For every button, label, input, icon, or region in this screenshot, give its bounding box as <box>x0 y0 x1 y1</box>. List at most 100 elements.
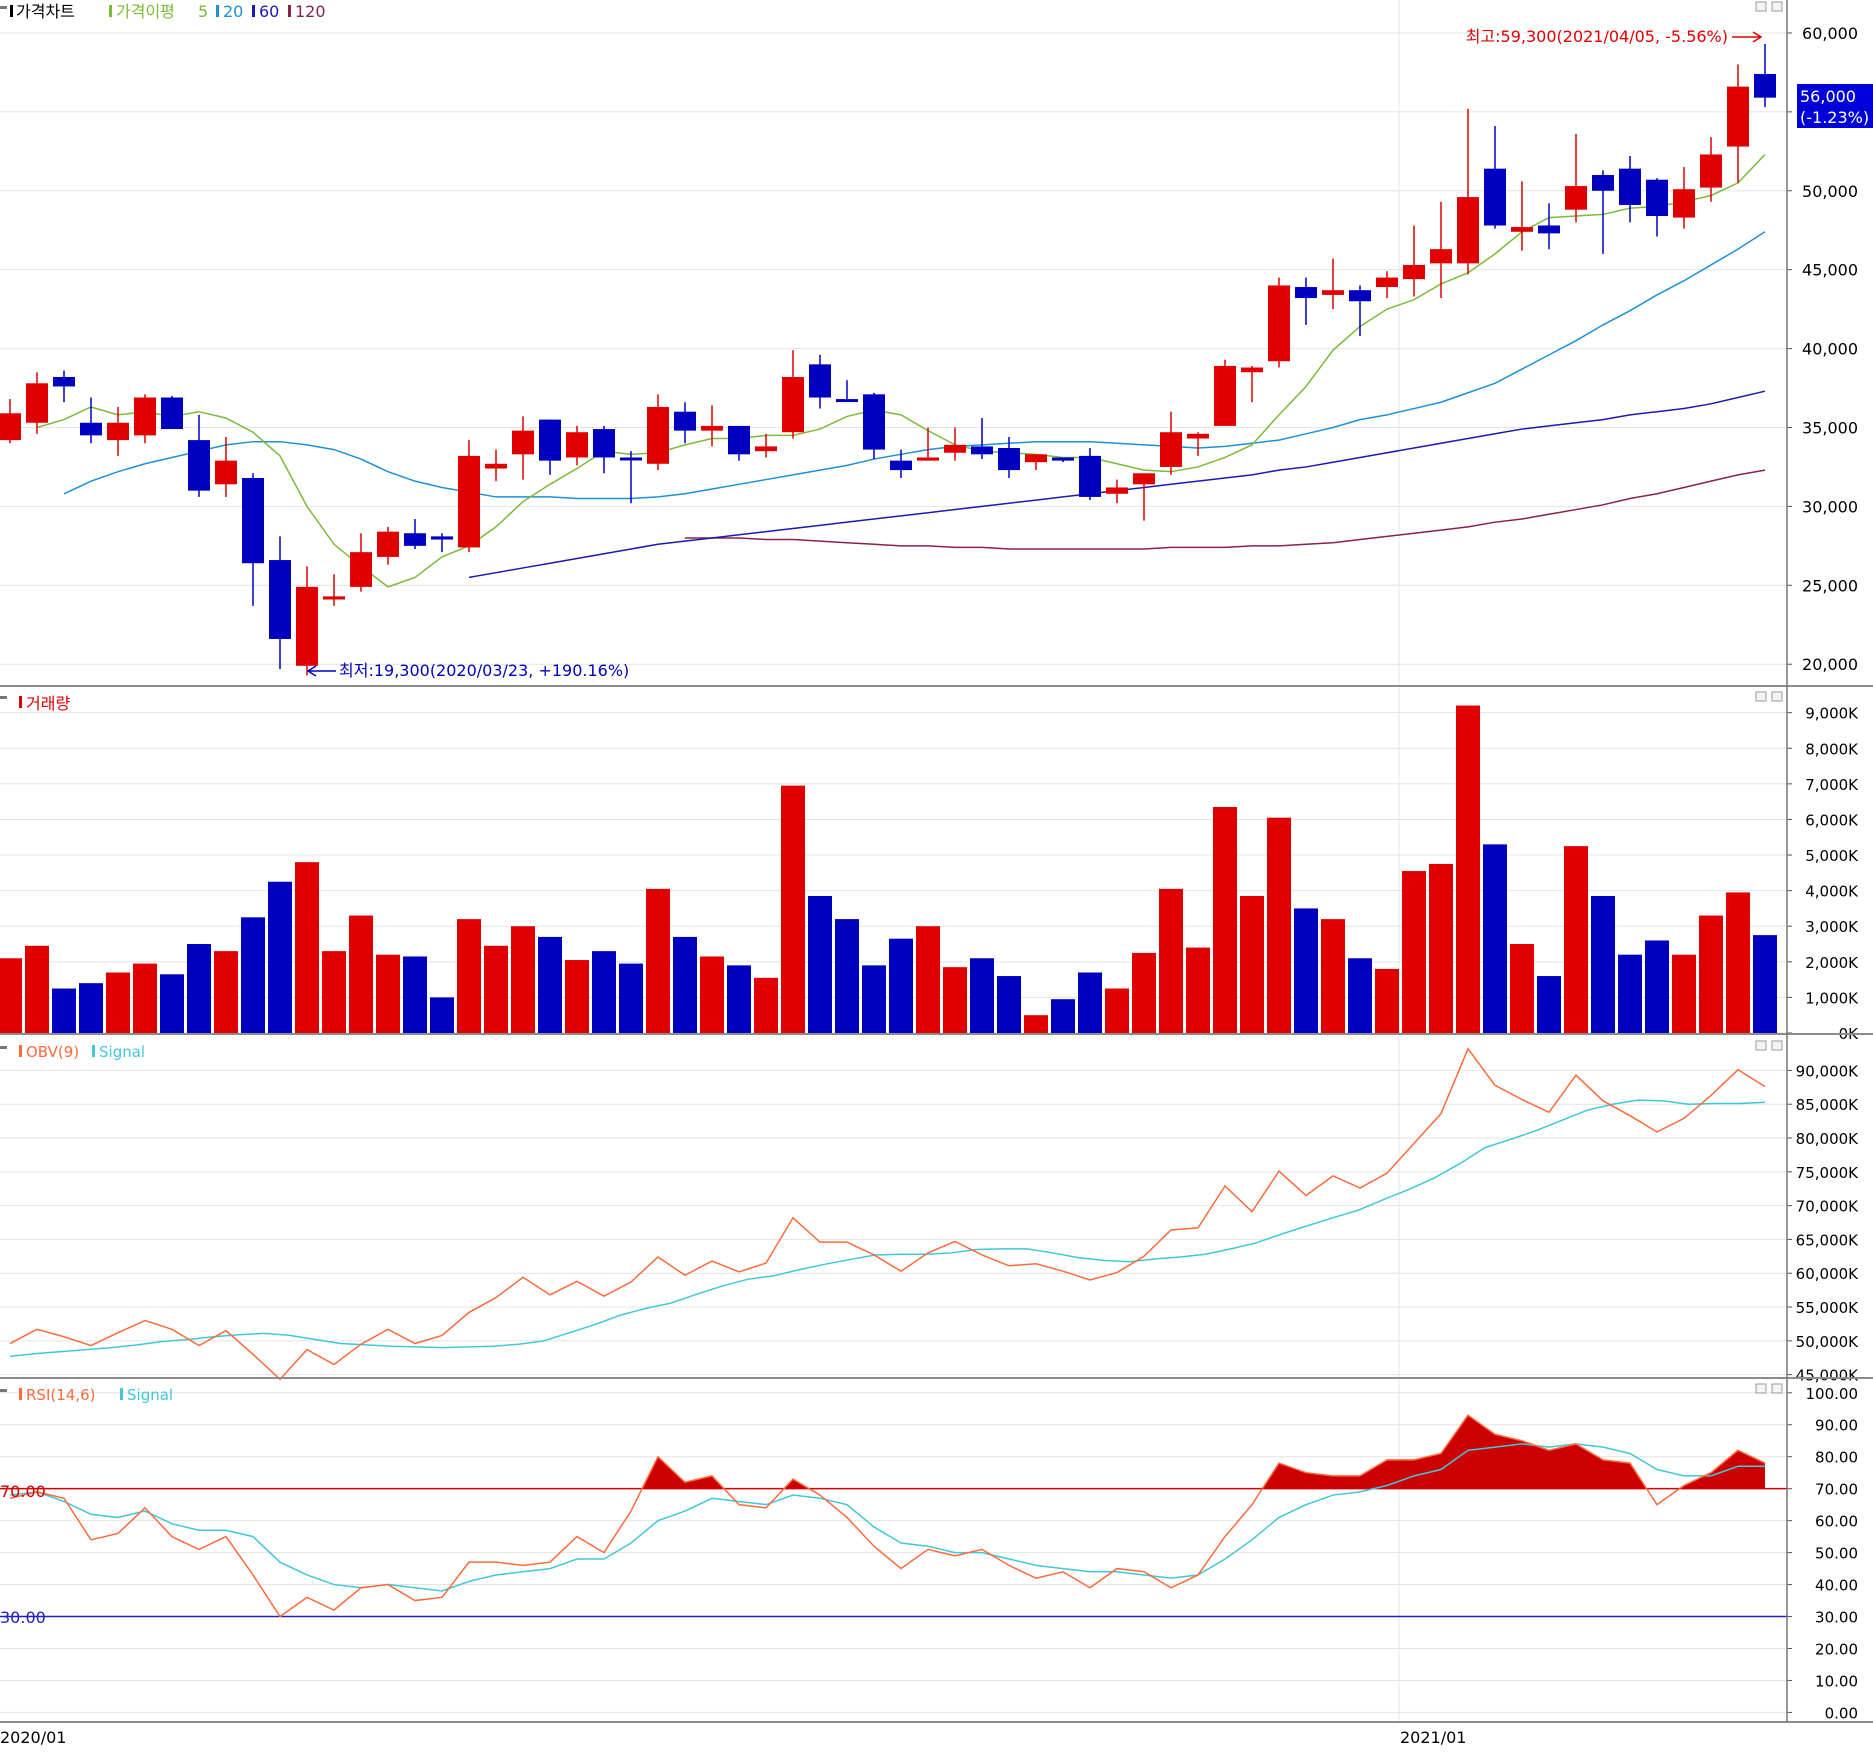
legend-marker-icon <box>19 1388 22 1400</box>
y-tick-label: 5,000K <box>1805 847 1859 865</box>
candle-body <box>1565 186 1587 210</box>
rsi-70-label: 70.00 <box>0 1482 46 1501</box>
candle <box>1619 156 1641 223</box>
candle-body <box>323 596 345 600</box>
obv-line <box>9 1047 1766 1381</box>
ma120-legend: 120 <box>295 2 326 21</box>
volume-bar <box>835 919 859 1033</box>
volume-bar <box>1051 999 1075 1033</box>
candle <box>1673 167 1695 229</box>
volume-bar <box>700 956 724 1033</box>
volume-bar <box>916 926 940 1033</box>
candle <box>1754 43 1776 108</box>
candle <box>485 449 507 482</box>
candle <box>1457 108 1479 275</box>
close-icon[interactable] <box>1771 1040 1783 1051</box>
candle <box>890 449 912 478</box>
close-icon[interactable] <box>1771 1 1783 12</box>
candle-body <box>107 422 129 441</box>
minimize-icon[interactable] <box>1755 1 1767 12</box>
minimize-icon[interactable] <box>1755 691 1767 702</box>
candle-body <box>80 422 102 436</box>
candle-body <box>1619 168 1641 205</box>
candle-body <box>1754 73 1776 98</box>
candle-body <box>296 586 318 666</box>
candle <box>1241 365 1263 403</box>
candle <box>296 566 318 676</box>
candle <box>1376 271 1398 299</box>
volume-bar <box>1186 947 1210 1033</box>
candle <box>944 427 966 461</box>
candle <box>782 350 804 439</box>
candle-body <box>512 430 534 455</box>
ma5-legend: 5 <box>198 2 208 21</box>
candle-body <box>674 411 696 431</box>
volume-bar <box>1510 944 1534 1033</box>
candle <box>728 425 750 461</box>
y-tick-label: 60.00 <box>1815 1513 1858 1531</box>
volume-bar <box>349 915 373 1033</box>
minimize-icon[interactable] <box>1755 1040 1767 1051</box>
candle <box>1268 277 1290 368</box>
candle-body <box>26 383 48 423</box>
close-icon[interactable] <box>1771 691 1783 702</box>
volume-bar <box>1159 888 1183 1033</box>
candle-body <box>1241 367 1263 373</box>
legend-marker-icon <box>10 5 13 17</box>
y-tick-label: 40.00 <box>1815 1577 1858 1595</box>
y-tick-label: 60,000 <box>1802 24 1858 43</box>
volume-bar <box>673 936 697 1033</box>
y-tick-label: 30.00 <box>1815 1609 1858 1627</box>
candle <box>134 394 156 444</box>
ma20-legend: 20 <box>223 2 243 21</box>
volume-bar <box>862 965 886 1033</box>
candle <box>242 473 264 606</box>
y-tick-label: 45,000 <box>1802 261 1858 280</box>
y-tick-label: 85,000K <box>1796 1096 1859 1114</box>
y-tick-label: 65,000K <box>1796 1231 1859 1249</box>
y-tick-label: 1,000K <box>1805 989 1859 1007</box>
candle-body <box>1592 174 1614 191</box>
candle-body <box>1511 227 1533 232</box>
volume-bar <box>565 960 589 1033</box>
candle <box>1511 181 1533 251</box>
candle-body <box>53 376 75 387</box>
legend-marker-icon <box>288 5 291 17</box>
x-tick-label: 2020/01 <box>0 1728 66 1747</box>
panel-grip-icon[interactable] <box>0 1046 7 1049</box>
volume-bar <box>322 951 346 1033</box>
candle <box>0 399 21 444</box>
candle-body <box>485 463 507 469</box>
close-icon[interactable] <box>1771 1383 1783 1394</box>
panel-grip-icon[interactable] <box>0 6 7 9</box>
candle <box>161 395 183 430</box>
candle <box>674 402 696 444</box>
y-tick-label: 35,000 <box>1802 418 1858 437</box>
price-panel-title: 가격차트 <box>16 2 75 21</box>
volume-bar <box>1348 958 1372 1033</box>
volume-bar <box>1483 844 1507 1033</box>
candle <box>1295 277 1317 325</box>
candle-body <box>836 399 858 403</box>
y-tick-label: 10.00 <box>1815 1672 1858 1690</box>
volume-bar <box>1267 817 1291 1033</box>
candle <box>917 427 939 461</box>
candle <box>377 526 399 565</box>
panel-grip-icon[interactable] <box>0 696 7 699</box>
obv-legend: OBV(9) Signal <box>0 1043 145 1061</box>
volume-bar <box>187 944 211 1033</box>
candle-body <box>1133 473 1155 485</box>
y-tick-label: 9,000K <box>1805 705 1859 723</box>
y-tick-label: 90.00 <box>1815 1417 1858 1435</box>
candle-body <box>1538 225 1560 234</box>
minimize-icon[interactable] <box>1755 1383 1767 1394</box>
legend-marker-icon <box>92 1045 95 1057</box>
low-annotation: 최저:19,300(2020/03/23, +190.16%) <box>306 661 629 680</box>
candle-body <box>593 429 615 458</box>
volume-bar <box>457 919 481 1033</box>
panel-grip-icon[interactable] <box>0 1389 7 1392</box>
volume-bar <box>1105 988 1129 1033</box>
volume-bar <box>754 977 778 1033</box>
